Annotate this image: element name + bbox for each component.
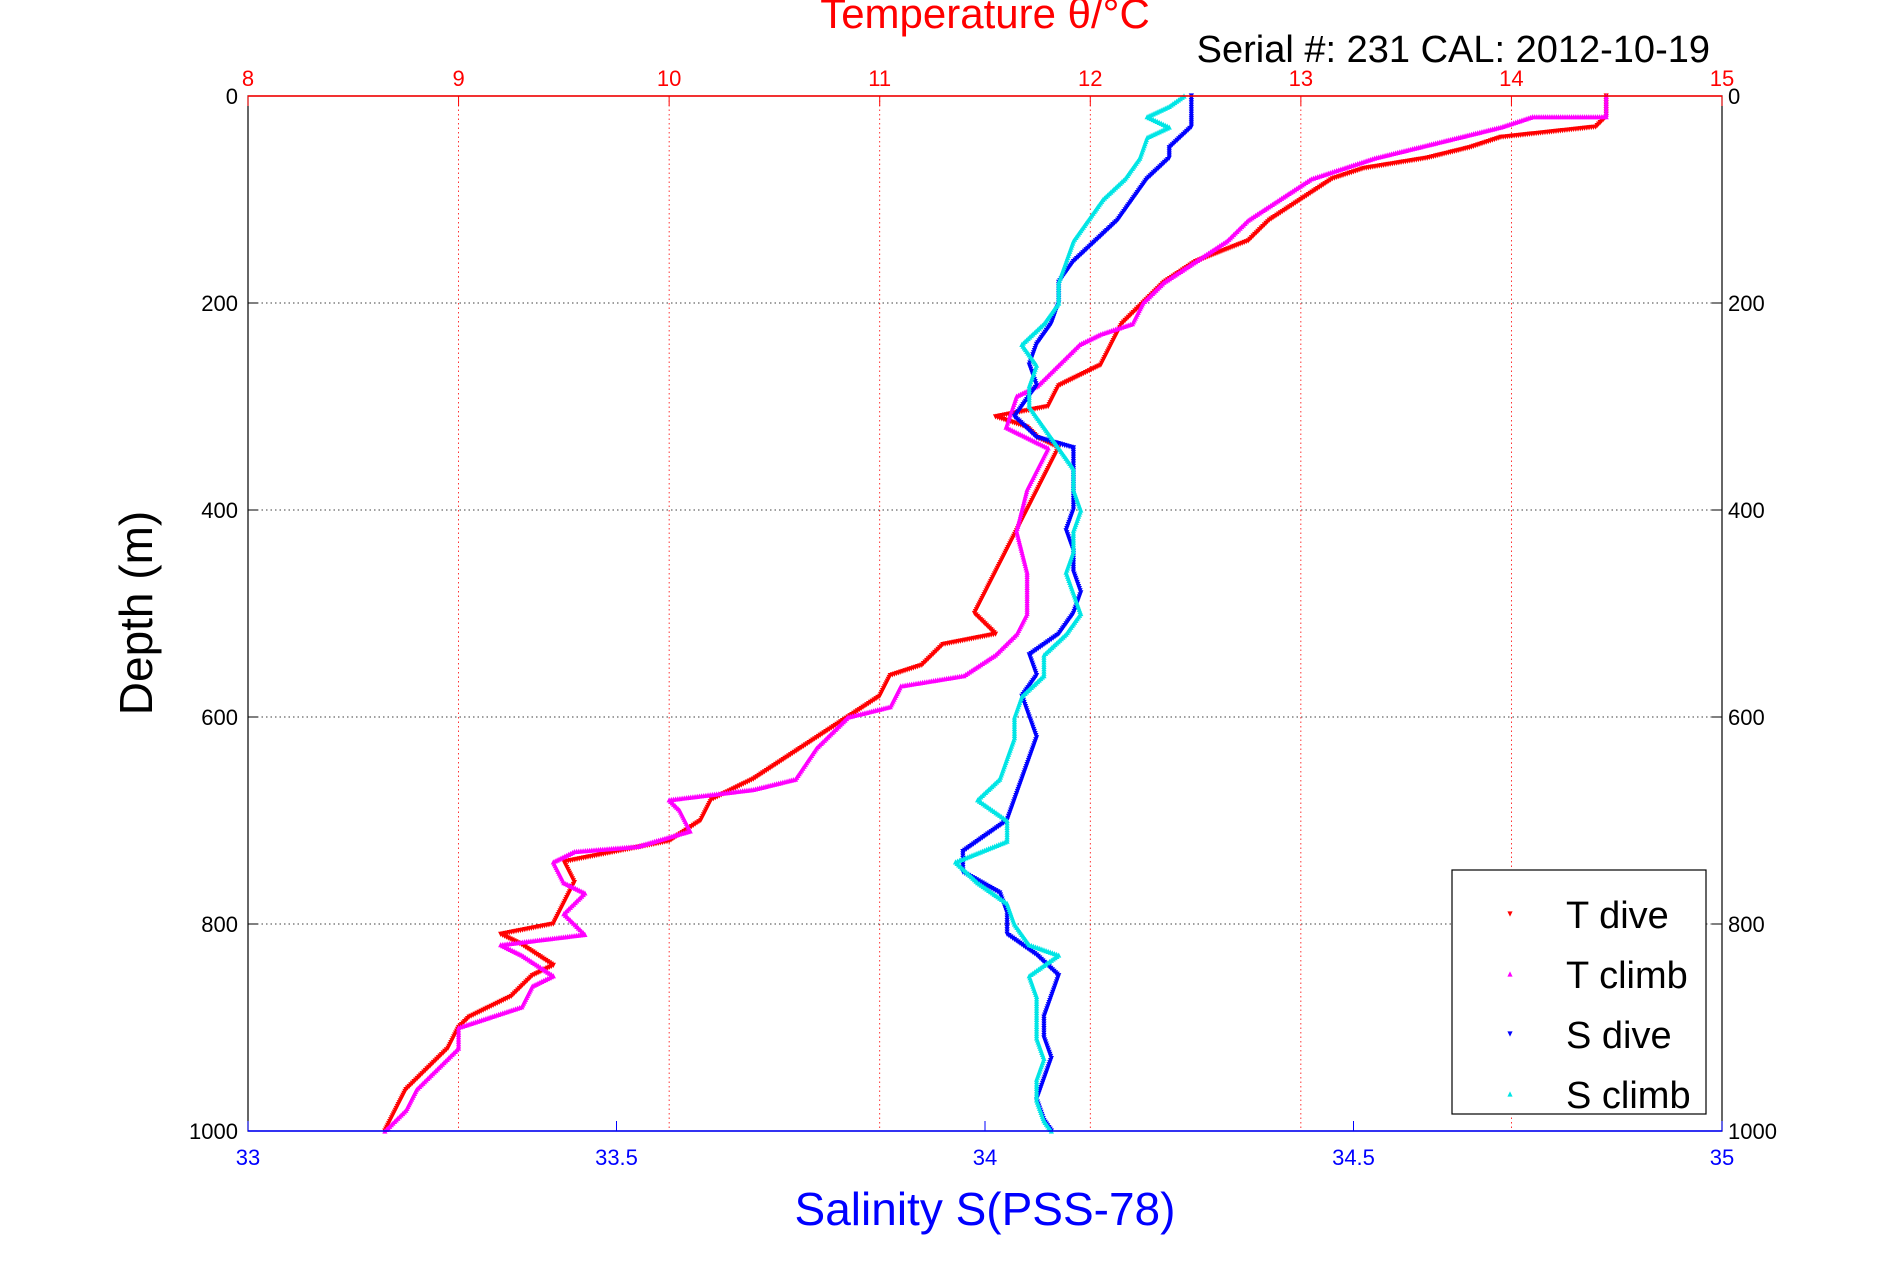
axes: 0 0 200 200 400 400 600 600 800 800 1000 1000 8 9 10 11… xyxy=(189,66,1777,1170)
legend-box xyxy=(1451,869,1707,1115)
legend-label: S climb xyxy=(1566,1075,1691,1117)
salinity-tick-label: 34 xyxy=(973,1145,997,1170)
temperature-tick-label: 14 xyxy=(1499,66,1523,91)
depth-tick-label-right: 0 xyxy=(1728,84,1740,109)
salinity-tick-label: 33 xyxy=(236,1145,260,1170)
legend-label: T dive xyxy=(1566,895,1669,937)
legend-entry: S dive xyxy=(1507,1015,1672,1057)
legend: T dive T climb S dive S climb xyxy=(1451,869,1707,1117)
grid xyxy=(248,96,1722,1131)
depth-tick-label-right: 1000 xyxy=(1728,1119,1777,1144)
depth-tick-label-right: 800 xyxy=(1728,912,1765,937)
temperature-tick-label: 8 xyxy=(242,66,254,91)
temperature-tick-label: 12 xyxy=(1078,66,1102,91)
temperature-tick-label: 15 xyxy=(1710,66,1734,91)
temperature-tick-label: 13 xyxy=(1289,66,1313,91)
data-marker xyxy=(1507,1091,1513,1097)
depth-tick-label-left: 600 xyxy=(201,705,238,730)
legend-label: S dive xyxy=(1566,1015,1672,1057)
series-t-climb xyxy=(382,93,1609,1134)
depth-axis-title: Depth (m) xyxy=(110,511,162,715)
depth-tick-label-right: 400 xyxy=(1728,498,1765,523)
temperature-tick-label: 11 xyxy=(868,66,891,91)
serial-cal-subtitle: Serial #: 231 CAL: 2012-10-19 xyxy=(1197,29,1710,71)
temperature-tick-label: 10 xyxy=(657,66,681,91)
depth-tick-label-right: 200 xyxy=(1728,291,1765,316)
data-marker xyxy=(1507,911,1513,917)
legend-entry: T dive xyxy=(1507,895,1669,937)
depth-tick-label-left: 1000 xyxy=(189,1119,238,1144)
depth-tick-label-left: 0 xyxy=(226,84,238,109)
salinity-tick-label: 34.5 xyxy=(1332,1145,1375,1170)
depth-tick-label-left: 800 xyxy=(201,912,238,937)
legend-label: T climb xyxy=(1566,955,1688,997)
legend-entry: T climb xyxy=(1507,955,1688,997)
series-layer xyxy=(382,93,1609,1134)
salinity-tick-label: 35 xyxy=(1710,1145,1734,1170)
series-s-climb xyxy=(952,93,1187,1134)
data-marker xyxy=(1507,1031,1513,1037)
legend-entry: S climb xyxy=(1507,1075,1691,1117)
salinity-axis-title: Salinity S(PSS-78) xyxy=(795,1183,1176,1235)
data-marker xyxy=(1507,971,1513,977)
salinity-tick-label: 33.5 xyxy=(595,1145,638,1170)
depth-tick-label-left: 400 xyxy=(201,498,238,523)
temperature-axis-title: Temperature θ/°C xyxy=(820,0,1150,37)
temperature-tick-label: 9 xyxy=(452,66,464,91)
depth-tick-label-left: 200 xyxy=(201,291,238,316)
depth-tick-label-right: 600 xyxy=(1728,705,1765,730)
